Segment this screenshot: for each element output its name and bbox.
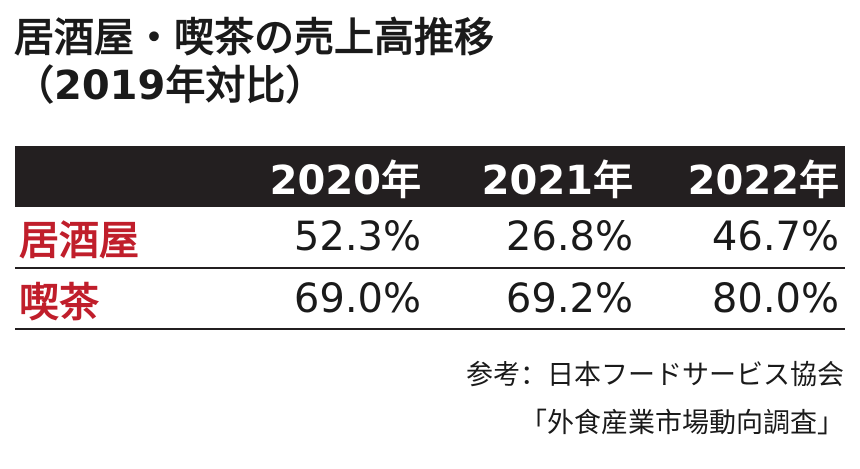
header-year-2020: 2020年 bbox=[269, 157, 421, 204]
table-row-izakaya: 居酒屋 52.3% 26.8% 46.7% bbox=[15, 207, 845, 268]
chart-title: 居酒屋・喫茶の売上高推移 （2019年対比） bbox=[14, 14, 844, 110]
header-corner-cell bbox=[15, 146, 221, 207]
source-line-2: 「外食産業市場動向調査」 bbox=[520, 408, 844, 439]
cell-kissa-2021: 69.2% bbox=[505, 275, 633, 322]
row-label-kissa: 喫茶 bbox=[19, 279, 99, 326]
table-header-row: 2020年 2021年 2022年 bbox=[15, 146, 845, 207]
cell-izakaya-2022: 46.7% bbox=[711, 214, 839, 260]
cell-kissa-2022: 80.0% bbox=[711, 275, 839, 322]
header-year-2021: 2021年 bbox=[481, 157, 633, 204]
title-line-2: （2019年対比） bbox=[14, 63, 326, 109]
cell-izakaya-2020: 52.3% bbox=[293, 214, 421, 260]
title-line-1: 居酒屋・喫茶の売上高推移 bbox=[14, 15, 494, 61]
table-row-kissa: 喫茶 69.0% 69.2% 80.0% bbox=[15, 268, 845, 329]
source-line-1: 参考：日本フードサービス協会 bbox=[466, 360, 844, 391]
cell-kissa-2020: 69.0% bbox=[293, 275, 421, 322]
header-year-2022: 2022年 bbox=[687, 157, 839, 204]
cell-izakaya-2021: 26.8% bbox=[505, 214, 633, 260]
source-note: 参考：日本フードサービス協会 「外食産業市場動向調査」 bbox=[466, 352, 844, 448]
sales-table-container: 2020年 2021年 2022年 居酒屋 52.3% 26.8% 46.7% … bbox=[15, 146, 845, 330]
sales-table: 2020年 2021年 2022年 居酒屋 52.3% 26.8% 46.7% … bbox=[15, 146, 845, 330]
row-label-izakaya: 居酒屋 bbox=[19, 218, 139, 264]
